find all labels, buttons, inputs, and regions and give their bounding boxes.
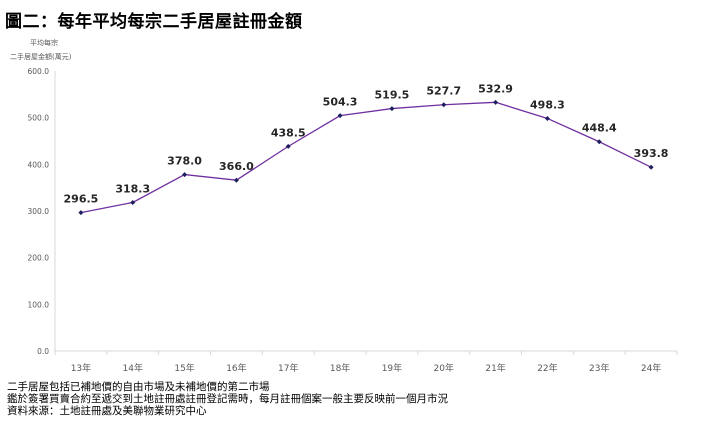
y-tick-label: 300.0 xyxy=(28,207,50,216)
y-axis-label-line2: 二手居屋金額(萬元) xyxy=(10,53,72,61)
x-tick-label: 18年 xyxy=(330,362,350,374)
chart-title: 圖二：每年平均每宗二手居屋註冊金額 xyxy=(5,12,303,32)
data-label: 296.5 xyxy=(64,193,99,206)
data-point xyxy=(441,102,447,108)
x-tick-label: 24年 xyxy=(641,362,661,374)
y-tick-label: 100.0 xyxy=(28,300,50,309)
data-point xyxy=(493,99,499,105)
y-tick-label: 500.0 xyxy=(28,114,50,123)
data-point xyxy=(648,164,654,170)
data-point xyxy=(337,113,343,119)
data-label: 448.4 xyxy=(582,122,617,135)
data-label: 366.0 xyxy=(219,160,254,173)
y-tick-label: 600.0 xyxy=(28,67,50,76)
data-label: 504.3 xyxy=(323,96,358,109)
y-axis-label-line1: 平均每宗 xyxy=(30,39,58,47)
data-point xyxy=(182,172,188,178)
footnotes: 二手居屋包括已補地價的自由市場及未補地價的第二市場 鑑於簽署買賣合約至遞交到土地… xyxy=(7,381,448,417)
data-point xyxy=(544,115,550,121)
x-tick-label: 13年 xyxy=(71,362,91,374)
x-tick-label: 15年 xyxy=(174,362,194,374)
data-label: 378.0 xyxy=(167,155,202,168)
footnote: 資料來源：土地註冊處及美聯物業研究中心 xyxy=(7,405,207,417)
x-tick-label: 21年 xyxy=(485,362,505,374)
data-point xyxy=(233,177,239,183)
footnote: 二手居屋包括已補地價的自由市場及未補地價的第二市場 xyxy=(7,381,270,393)
data-label: 532.9 xyxy=(478,82,513,95)
x-tick-label: 20年 xyxy=(434,362,454,374)
x-tick-label: 14年 xyxy=(123,362,143,374)
x-tick-label: 19年 xyxy=(382,362,402,374)
footnote: 鑑於簽署買賣合約至遞交到土地註冊處註冊登記需時，每月註冊個案一般主要反映前一個月… xyxy=(7,393,448,405)
y-tick-label: 200.0 xyxy=(28,254,50,263)
data-label: 527.7 xyxy=(426,85,461,98)
data-label: 519.5 xyxy=(375,89,410,102)
data-label: 438.5 xyxy=(271,126,306,139)
y-tick-label: 0.0 xyxy=(37,347,49,356)
x-tick-label: 22年 xyxy=(537,362,557,374)
data-point xyxy=(596,139,602,145)
data-point xyxy=(389,106,395,112)
data-point xyxy=(285,143,291,149)
y-tick-label: 400.0 xyxy=(28,160,50,169)
x-tick-label: 16年 xyxy=(226,362,246,374)
x-tick-label: 17年 xyxy=(278,362,298,374)
data-label: 393.8 xyxy=(634,147,669,160)
x-tick-label: 23年 xyxy=(589,362,609,374)
data-label: 498.3 xyxy=(530,98,565,111)
data-point xyxy=(78,210,84,216)
data-label: 318.3 xyxy=(115,182,150,195)
data-point xyxy=(130,199,136,205)
series-line xyxy=(80,101,652,214)
